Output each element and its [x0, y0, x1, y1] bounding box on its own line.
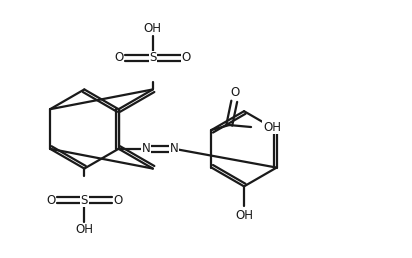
- Text: S: S: [81, 194, 88, 207]
- Text: OH: OH: [75, 223, 94, 236]
- Text: OH: OH: [144, 22, 162, 35]
- Text: O: O: [46, 194, 55, 207]
- Text: N: N: [142, 142, 151, 155]
- Text: O: O: [231, 86, 240, 99]
- Text: O: O: [115, 51, 124, 64]
- Text: N: N: [170, 142, 178, 155]
- Text: OH: OH: [263, 120, 281, 134]
- Text: S: S: [149, 51, 157, 64]
- Text: OH: OH: [235, 208, 253, 222]
- Text: O: O: [182, 51, 191, 64]
- Text: O: O: [113, 194, 123, 207]
